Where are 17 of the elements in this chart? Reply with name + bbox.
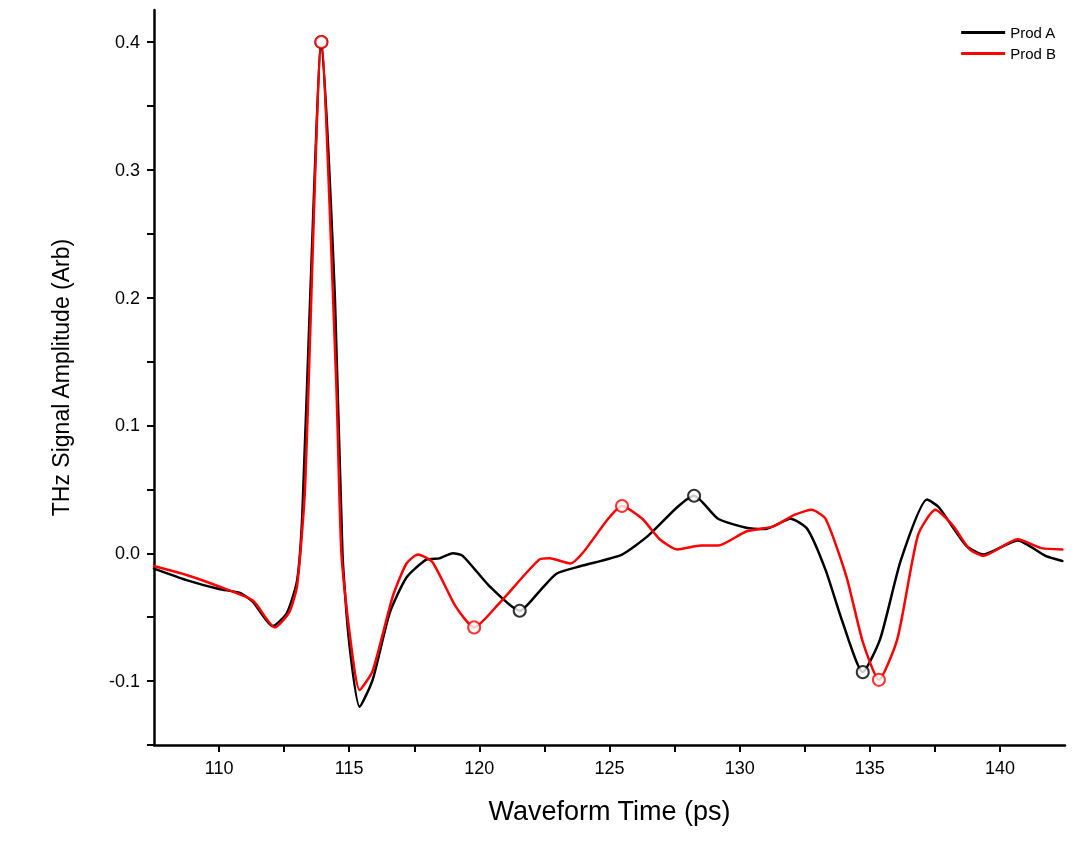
x-tick-label: 110 — [204, 758, 234, 778]
y-tick-label: 0.0 — [114, 543, 140, 564]
x-tick-label: 130 — [724, 758, 755, 778]
x-tick-label: 120 — [464, 758, 495, 778]
x-tick-label: 125 — [594, 758, 625, 778]
x-tick-label: 135 — [854, 758, 885, 778]
y-tick-label: 0.3 — [114, 159, 140, 180]
legend-label: Prod B — [1010, 45, 1056, 62]
x-tick-label: 140 — [984, 758, 1015, 778]
y-tick-label: 0.4 — [114, 31, 140, 52]
y-axis-title: THz Signal Amplitude (Arb) — [47, 238, 74, 517]
legend-label: Prod A — [1010, 24, 1056, 41]
y-tick-label: -0.1 — [108, 671, 140, 692]
y-tick-label: 0.1 — [114, 415, 140, 436]
y-tick-label: 0.2 — [114, 287, 140, 308]
x-tick-label: 115 — [334, 758, 364, 778]
x-axis-title: Waveform Time (ps) — [488, 795, 731, 826]
